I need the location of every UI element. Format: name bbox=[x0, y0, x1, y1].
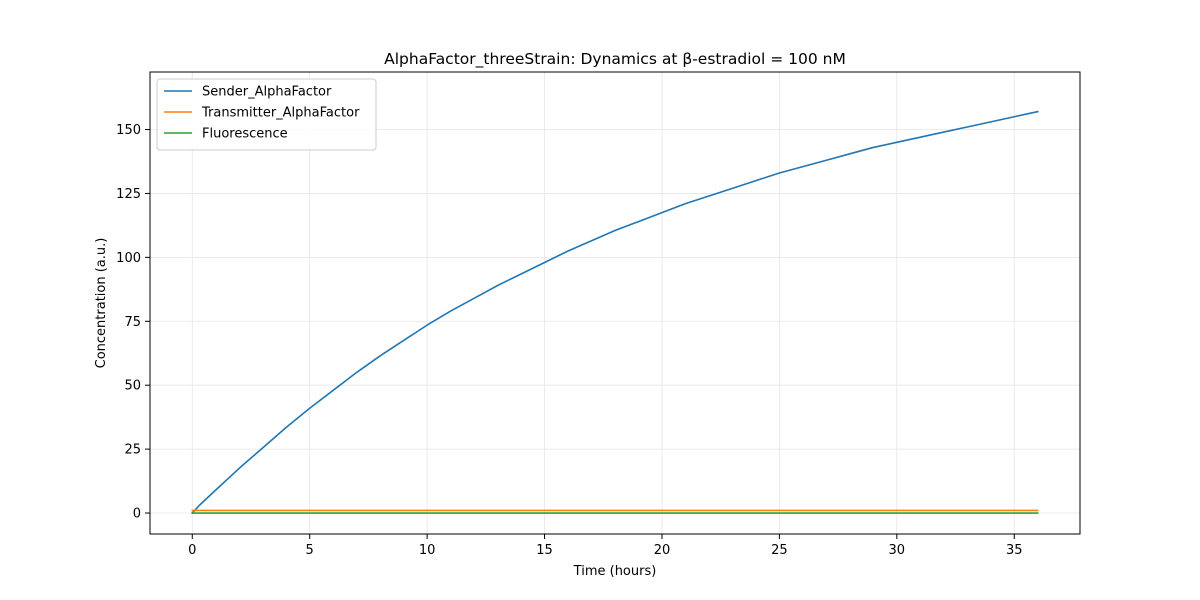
x-tick-label: 10 bbox=[419, 543, 436, 558]
y-tick-label: 50 bbox=[124, 379, 141, 394]
y-tick-label: 75 bbox=[124, 315, 141, 330]
y-tick-label: 25 bbox=[124, 443, 141, 458]
x-axis-label: Time (hours) bbox=[573, 564, 657, 579]
y-axis: 0 25 50 75 100 125 150 bbox=[116, 123, 150, 522]
series-lines bbox=[191, 110, 1039, 515]
y-axis-label: Concentration (a.u.) bbox=[94, 238, 109, 369]
grid bbox=[150, 72, 1080, 534]
legend-label: Sender_AlphaFactor bbox=[202, 85, 332, 100]
x-tick-label: 5 bbox=[306, 543, 314, 558]
chart-title: AlphaFactor_threeStrain: Dynamics at β-e… bbox=[384, 50, 846, 69]
series-line-sender-alphafactor bbox=[191, 110, 1039, 515]
y-tick-label: 150 bbox=[116, 123, 141, 138]
legend-label: Transmitter_AlphaFactor bbox=[201, 106, 360, 121]
plot-frame bbox=[149, 71, 1081, 535]
x-tick-label: 25 bbox=[771, 543, 788, 558]
x-tick-label: 20 bbox=[654, 543, 671, 558]
x-tick-label: 0 bbox=[188, 543, 196, 558]
y-tick-label: 100 bbox=[116, 251, 141, 266]
legend: Sender_AlphaFactor Transmitter_AlphaFacto… bbox=[156, 78, 377, 151]
x-tick-label: 15 bbox=[536, 543, 553, 558]
legend-box bbox=[156, 78, 377, 151]
y-tick-label: 125 bbox=[116, 187, 141, 202]
legend-label: Fluorescence bbox=[202, 127, 288, 142]
y-tick-label: 0 bbox=[133, 507, 141, 522]
x-tick-label: 30 bbox=[889, 543, 906, 558]
x-tick-label: 35 bbox=[1006, 543, 1023, 558]
x-axis: 0 5 10 15 20 25 30 35 bbox=[188, 534, 1023, 558]
